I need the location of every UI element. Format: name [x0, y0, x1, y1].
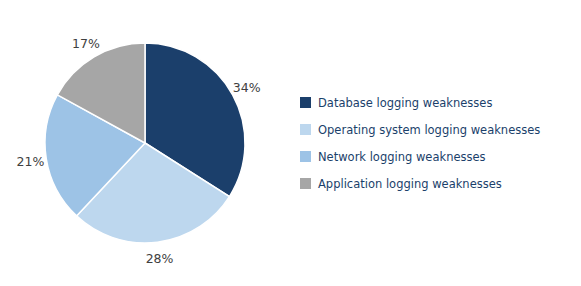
data-label: 34% — [233, 80, 261, 95]
data-label: 21% — [17, 154, 45, 169]
data-label: 17% — [72, 36, 100, 51]
legend-swatch — [300, 151, 311, 162]
data-label: 28% — [146, 251, 174, 266]
legend-label: Operating system logging weaknesses — [318, 123, 540, 137]
legend-label: Database logging weaknesses — [318, 96, 492, 110]
legend-swatch — [300, 124, 311, 135]
pie — [45, 43, 245, 243]
data-labels: 34% 28% 21% 17% — [17, 36, 261, 266]
legend-label: Network logging weaknesses — [318, 150, 486, 164]
pie-slice — [57, 43, 145, 143]
legend: Database logging weaknesses Operating sys… — [300, 96, 540, 191]
legend-swatch — [300, 178, 311, 189]
legend-label: Application logging weaknesses — [318, 177, 502, 191]
legend-swatch — [300, 97, 311, 108]
chart: 34% 28% 21% 17% Database logging weaknesses O… — [0, 0, 581, 286]
